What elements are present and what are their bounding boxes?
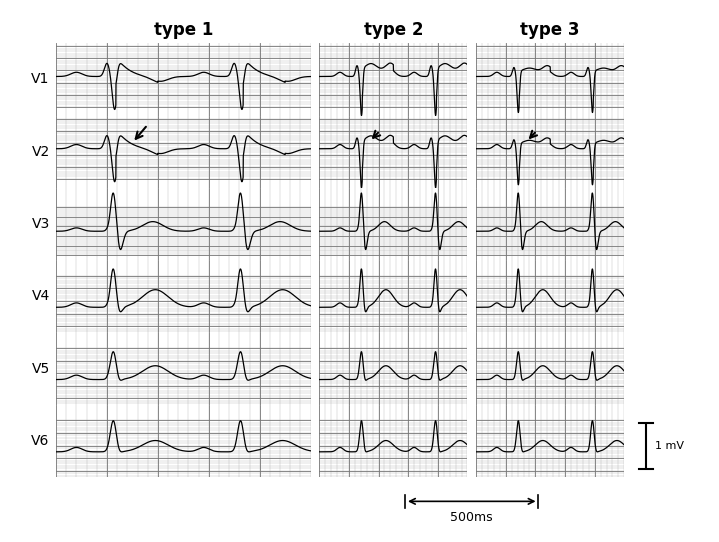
Text: type 1: type 1: [154, 21, 213, 40]
Text: 500ms: 500ms: [451, 511, 493, 524]
Text: type 3: type 3: [521, 21, 580, 40]
Text: V6: V6: [32, 434, 50, 448]
Text: type 2: type 2: [364, 21, 423, 40]
Text: 1 mV: 1 mV: [655, 441, 684, 451]
Text: V2: V2: [32, 145, 50, 159]
Text: V4: V4: [32, 289, 50, 304]
Text: V3: V3: [32, 217, 50, 231]
Text: V5: V5: [32, 362, 50, 376]
Text: V1: V1: [32, 73, 50, 87]
